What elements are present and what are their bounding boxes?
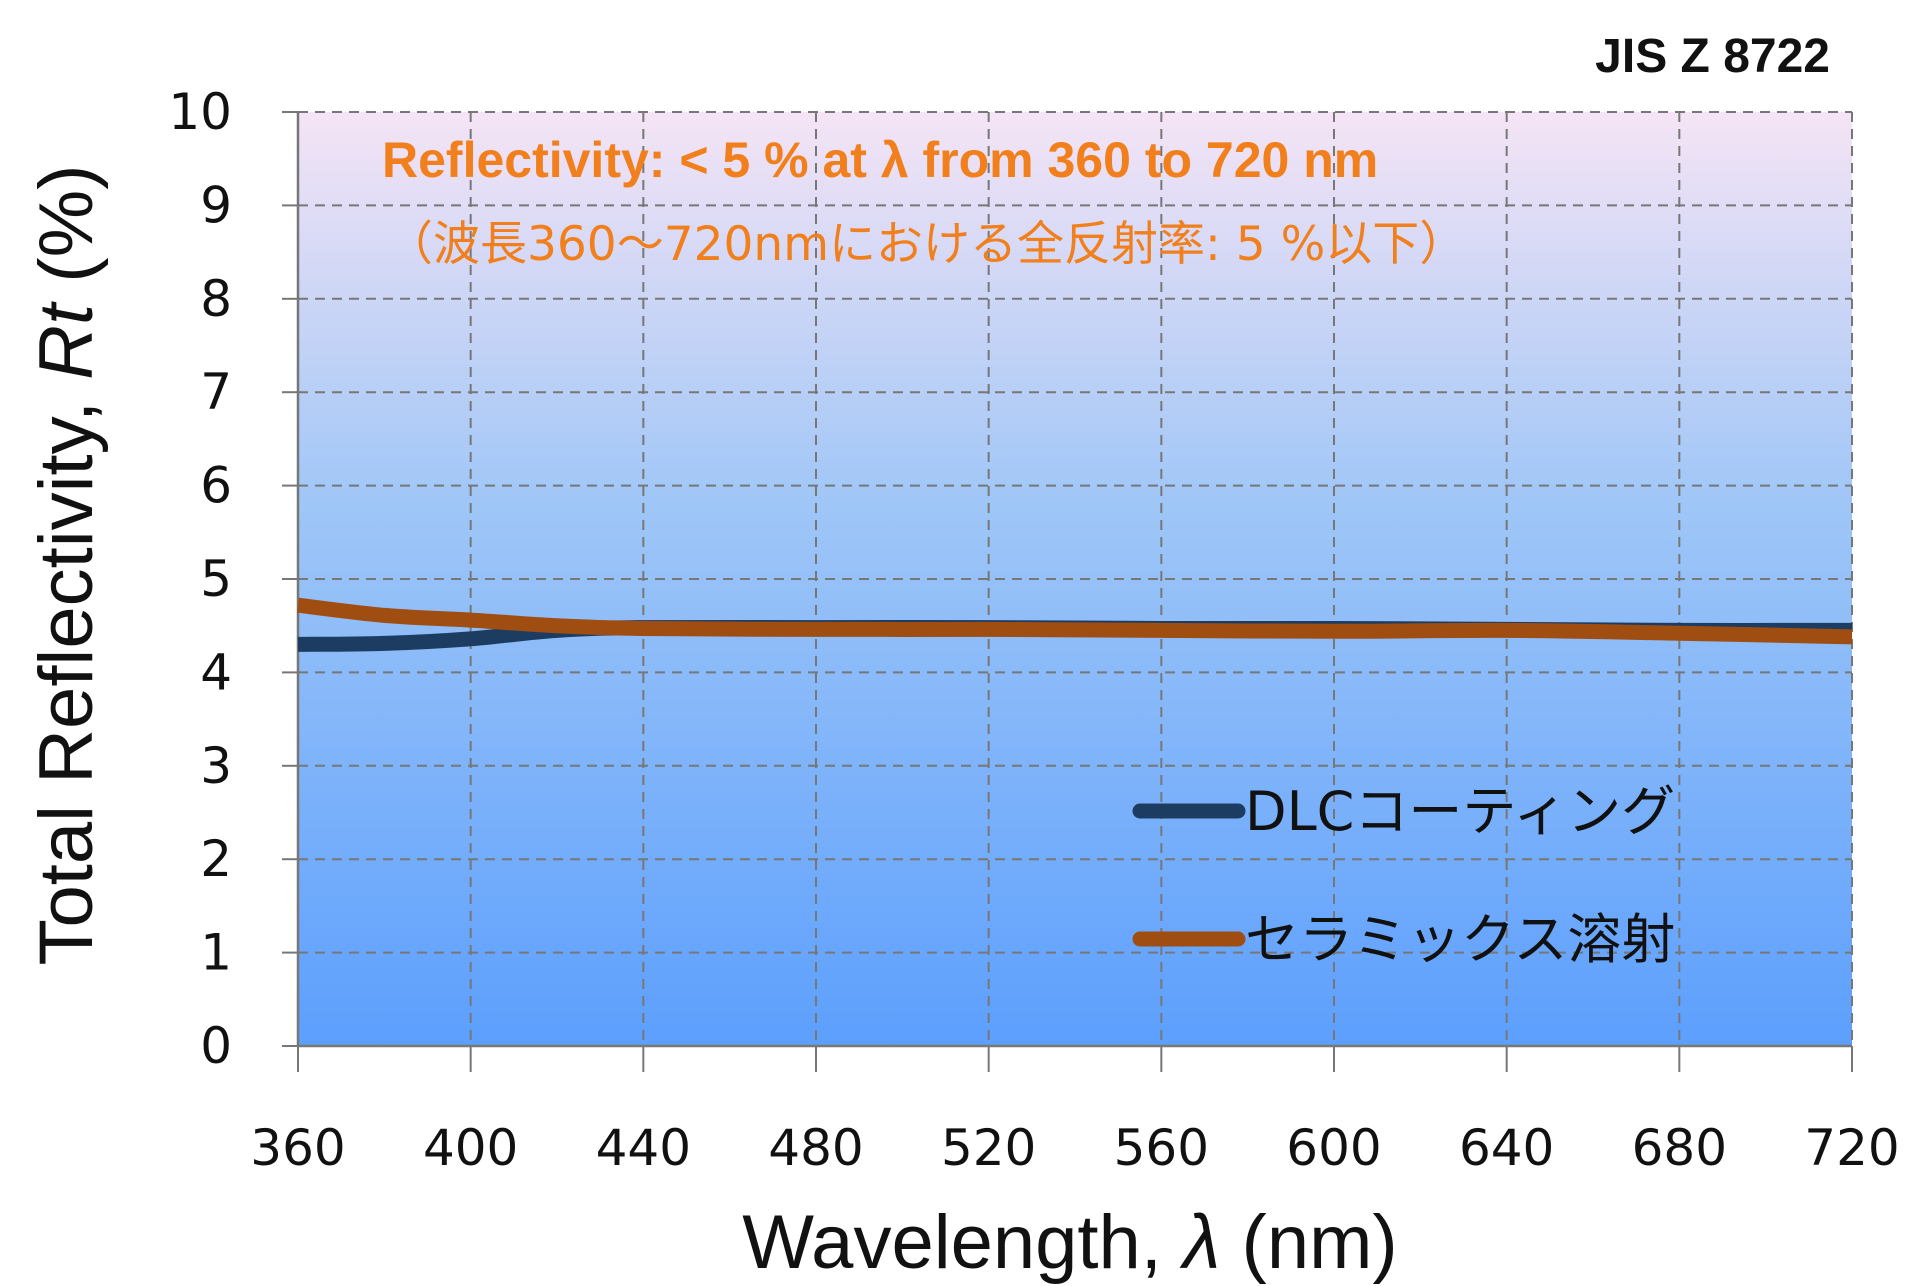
legend: DLCコーティング セラミックス溶射: [1132, 780, 1675, 971]
x-tick-label-560: 560: [1114, 1119, 1209, 1177]
axes: [282, 111, 1853, 1072]
y-tick-label-3: 3: [200, 737, 232, 795]
annotation-japanese: （波長360～720nmにおける全反射率: 5 %以下）: [386, 217, 1466, 272]
x-axis-title-unit: (nm): [1220, 1200, 1397, 1285]
series-line-ceramic: [297, 597, 1853, 645]
x-tick-label-400: 400: [423, 1119, 518, 1177]
x-tick-label-520: 520: [941, 1119, 1036, 1177]
x-tick-label-680: 680: [1632, 1119, 1727, 1177]
y-tick-label-1: 1: [200, 924, 232, 982]
y-tick-label-5: 5: [200, 550, 232, 608]
x-axis-title-main: Wavelength,: [742, 1200, 1183, 1285]
x-tick-label-440: 440: [596, 1119, 691, 1177]
y-axis-title: Total Reflectivity, Rt (%): [24, 165, 109, 966]
y-axis-title-symbol: Rt: [24, 301, 109, 380]
x-tick-label-600: 600: [1286, 1119, 1381, 1177]
y-axis-title-unit: (%): [24, 165, 109, 304]
y-tick-label-2: 2: [200, 830, 232, 888]
y-tick-label-0: 0: [200, 1017, 232, 1075]
y-tick-label-7: 7: [200, 363, 232, 421]
series-lines: [297, 597, 1853, 652]
x-axis-title: Wavelength, λ (nm): [742, 1200, 1397, 1285]
legend-label-ceramic: セラミックス溶射: [1245, 908, 1675, 971]
y-tick-label-10: 10: [168, 83, 232, 141]
x-tick-label-720: 720: [1804, 1119, 1899, 1177]
y-tick-label-9: 9: [200, 176, 232, 234]
legend-label-dlc: DLCコーティング: [1245, 780, 1675, 843]
y-tick-label-6: 6: [200, 457, 232, 515]
y-axis-title-main: Total Reflectivity,: [24, 380, 109, 966]
annotation-english: Reflectivity: < 5 % at λ from 360 to 720…: [382, 132, 1378, 188]
tick-labels: 0 1 2 3 4 5 6 7 8 9 10 360 400 440 480 520 560 600 640 680 7…: [168, 83, 1899, 1177]
x-tick-label-360: 360: [250, 1119, 345, 1177]
y-tick-label-4: 4: [200, 643, 232, 701]
standard-label: JIS Z 8722: [1595, 30, 1830, 83]
y-tick-label-8: 8: [200, 270, 232, 328]
gridlines: [298, 111, 1853, 1046]
x-tick-label-640: 640: [1459, 1119, 1554, 1177]
x-tick-label-480: 480: [768, 1119, 863, 1177]
x-axis-title-symbol: λ: [1179, 1200, 1220, 1285]
